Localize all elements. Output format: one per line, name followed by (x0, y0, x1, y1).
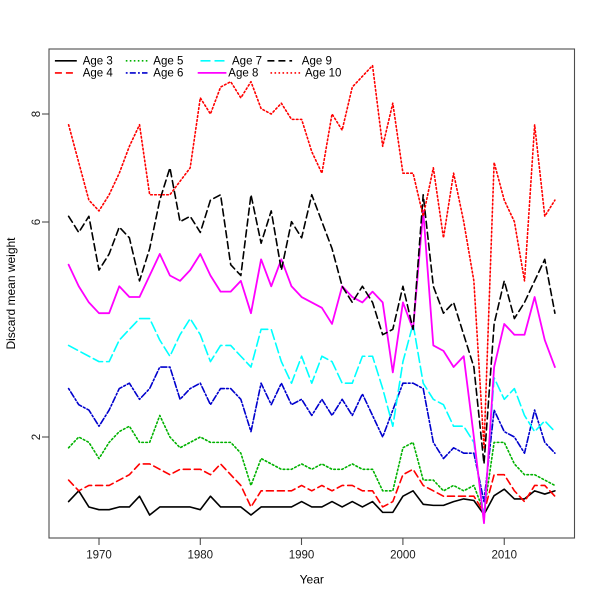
svg-text:1990: 1990 (289, 550, 315, 562)
svg-text:Age 4: Age 4 (83, 67, 114, 79)
svg-text:Age 6: Age 6 (153, 67, 183, 79)
svg-text:Age 9: Age 9 (302, 55, 332, 67)
svg-text:2: 2 (31, 434, 43, 440)
svg-text:Age 3: Age 3 (83, 55, 113, 67)
svg-text:Discard mean weight: Discard mean weight (4, 237, 18, 350)
svg-text:2000: 2000 (390, 550, 416, 562)
svg-text:1980: 1980 (188, 550, 214, 562)
svg-text:Age 5: Age 5 (153, 55, 183, 67)
svg-text:1970: 1970 (86, 550, 112, 562)
svg-text:6: 6 (31, 219, 43, 225)
svg-text:Year: Year (300, 573, 324, 587)
svg-text:Age 10: Age 10 (305, 67, 341, 79)
svg-text:Age 7: Age 7 (232, 55, 262, 67)
svg-text:8: 8 (31, 111, 43, 117)
svg-text:Age 8: Age 8 (228, 67, 258, 79)
svg-text:2010: 2010 (491, 550, 517, 562)
